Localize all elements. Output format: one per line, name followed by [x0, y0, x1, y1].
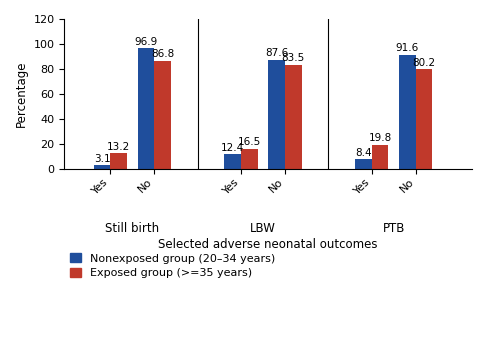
- Text: 86.8: 86.8: [151, 49, 174, 59]
- Text: 12.4: 12.4: [221, 143, 244, 153]
- Text: 16.5: 16.5: [238, 137, 261, 148]
- Text: 83.5: 83.5: [281, 53, 305, 64]
- Bar: [241, 149, 258, 169]
- Bar: [94, 165, 111, 169]
- Text: Still birth: Still birth: [105, 222, 159, 235]
- Bar: [154, 61, 171, 169]
- Text: PTB: PTB: [382, 222, 405, 235]
- Text: 87.6: 87.6: [265, 48, 288, 59]
- Bar: [415, 69, 432, 169]
- Text: 96.9: 96.9: [134, 37, 158, 47]
- Bar: [137, 48, 154, 169]
- Text: 80.2: 80.2: [412, 57, 435, 67]
- Bar: [111, 153, 127, 169]
- Text: 8.4: 8.4: [355, 148, 372, 158]
- Text: 13.2: 13.2: [107, 141, 131, 151]
- Bar: [285, 65, 301, 169]
- Bar: [225, 154, 241, 169]
- Text: 3.1: 3.1: [94, 154, 111, 164]
- Bar: [268, 60, 285, 169]
- Bar: [372, 145, 389, 169]
- Legend: Nonexposed group (20–34 years), Exposed group (>=35 years): Nonexposed group (20–34 years), Exposed …: [70, 253, 275, 279]
- Bar: [355, 159, 372, 169]
- Bar: [399, 55, 415, 169]
- Y-axis label: Percentage: Percentage: [15, 61, 28, 127]
- Text: 19.8: 19.8: [368, 133, 392, 143]
- X-axis label: Selected adverse neonatal outcomes: Selected adverse neonatal outcomes: [158, 238, 378, 251]
- Text: 91.6: 91.6: [395, 43, 419, 53]
- Text: LBW: LBW: [250, 222, 276, 235]
